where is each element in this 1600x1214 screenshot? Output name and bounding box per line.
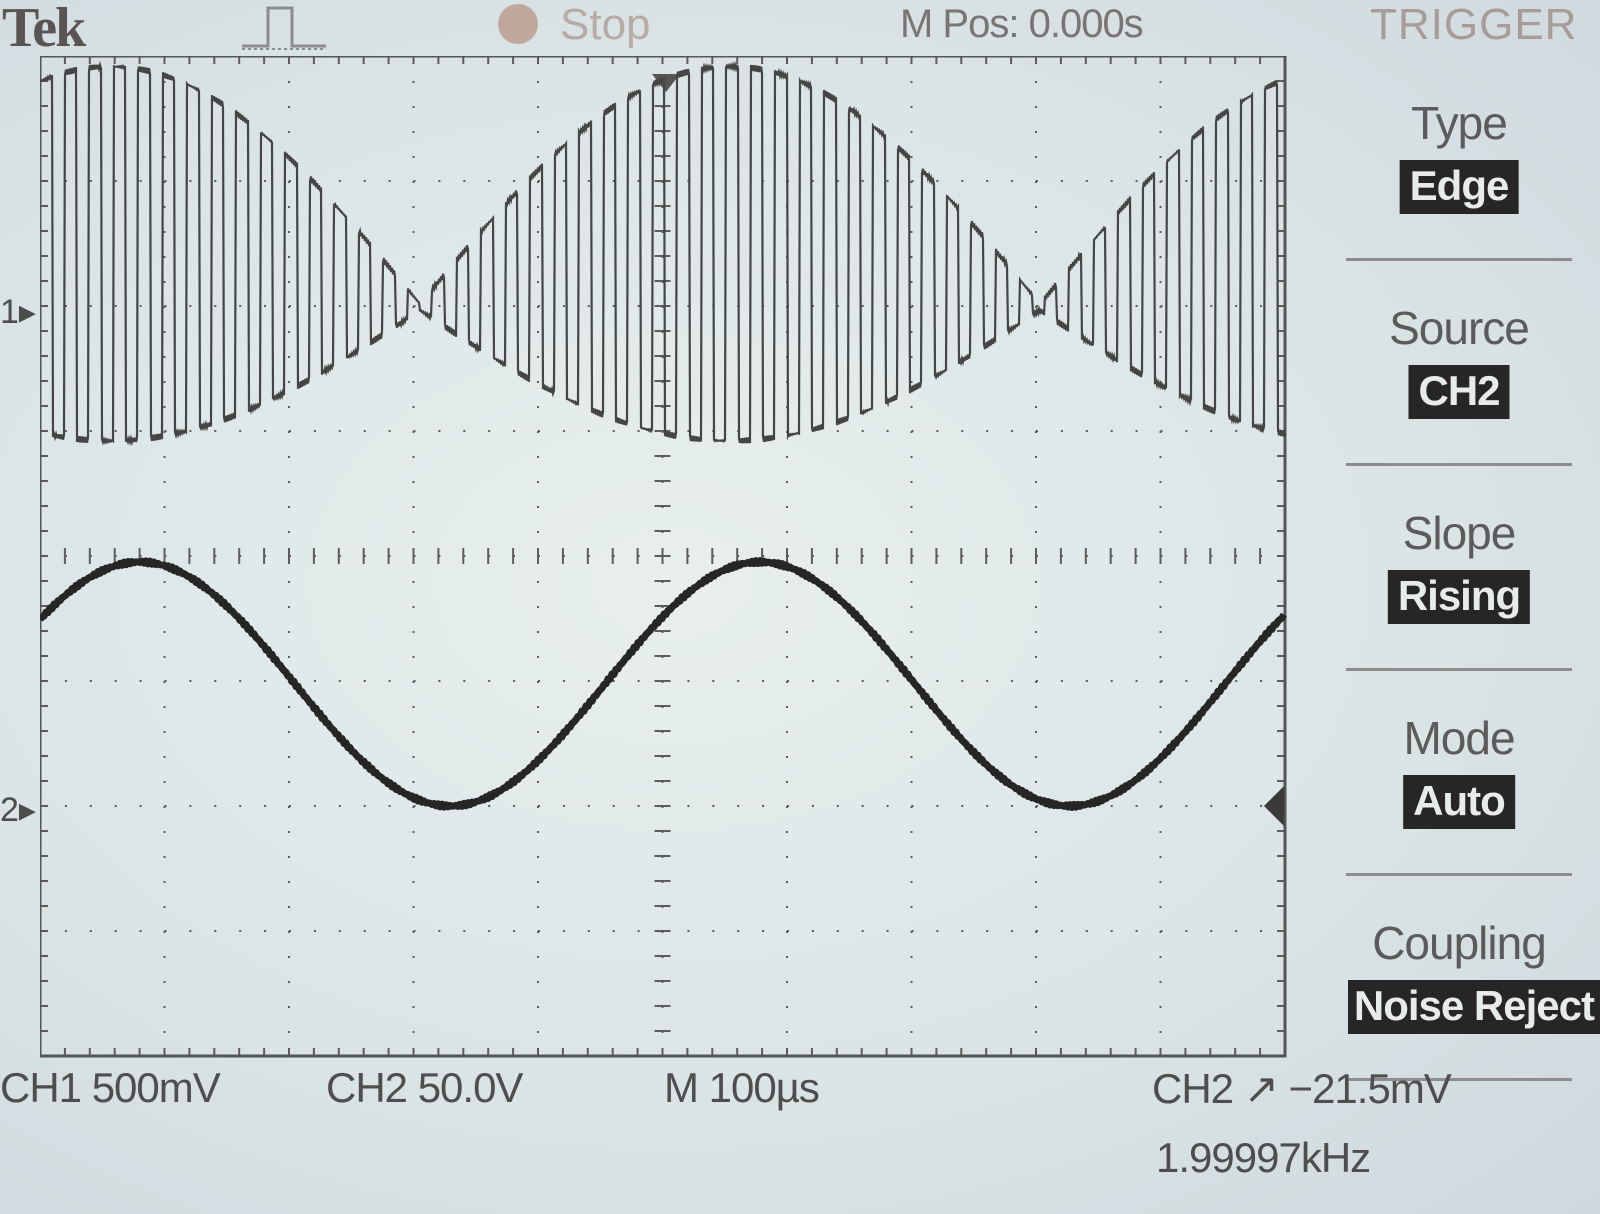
menu-item-mode[interactable]: Mode Auto: [1318, 671, 1600, 876]
graticule-border: [40, 56, 1287, 1058]
ch2-scale-readout: CH2 50.0V: [326, 1064, 523, 1111]
graticule-grid: [40, 56, 1286, 1057]
menu-item-type[interactable]: Type Edge: [1318, 56, 1600, 261]
menu-item-coupling[interactable]: Coupling Noise Reject: [1318, 876, 1600, 1081]
ch2-trace: [40, 557, 1287, 811]
trigger-side-menu: Type Edge Source CH2 Slope Rising Mode A…: [1318, 56, 1600, 1086]
menu-divider: [1346, 258, 1572, 261]
menu-divider: [1346, 873, 1572, 876]
pulse-waveform-icon: [242, 6, 326, 50]
menu-item-coupling-value: Noise Reject: [1347, 980, 1600, 1034]
trigger-level-marker: [1264, 786, 1284, 826]
menu-item-mode-label: Mode: [1403, 712, 1515, 764]
menu-item-source-value: CH2: [1408, 365, 1510, 419]
timebase-readout: M 100µs: [664, 1064, 820, 1111]
waveform-display: [40, 56, 1287, 1058]
menu-item-source[interactable]: Source CH2: [1318, 261, 1600, 466]
menu-item-type-value: Edge: [1399, 160, 1519, 214]
ch2-ground-marker: 2▸: [0, 791, 36, 829]
menu-item-source-label: Source: [1389, 302, 1530, 354]
menu-item-slope[interactable]: Slope Rising: [1318, 466, 1600, 671]
menu-item-mode-value: Auto: [1403, 775, 1515, 829]
menu-item-slope-value: Rising: [1387, 570, 1531, 624]
top-status-bar: Tek Stop M Pos: 0.000s TRIGGER: [0, 0, 1600, 59]
menu-item-slope-label: Slope: [1402, 507, 1517, 559]
trigger-position-marker: [652, 74, 680, 92]
menu-divider: [1346, 1078, 1572, 1081]
ch1-trace: [40, 60, 1287, 447]
ch1-ground-marker: 1▸: [0, 293, 36, 331]
ch1-scale-readout: CH1 500mV: [0, 1064, 221, 1111]
ch2-ground-label: 2: [0, 791, 19, 829]
run-state-label: Stop: [560, 0, 651, 49]
menu-title: TRIGGER: [1370, 0, 1578, 49]
trigger-readout: CH2 ↗ −21.5mV: [1152, 1065, 1452, 1112]
menu-divider: [1346, 668, 1572, 671]
brand-logo: Tek: [2, 0, 86, 59]
menu-divider: [1346, 463, 1572, 466]
frequency-readout: 1.99997kHz: [1156, 1134, 1371, 1181]
ch1-ground-label: 1: [0, 293, 19, 331]
menu-item-coupling-label: Coupling: [1372, 917, 1547, 969]
horizontal-position-readout: M Pos: 0.000s: [900, 2, 1144, 46]
stop-indicator-dot-icon: [498, 4, 538, 44]
menu-item-type-label: Type: [1411, 97, 1508, 149]
